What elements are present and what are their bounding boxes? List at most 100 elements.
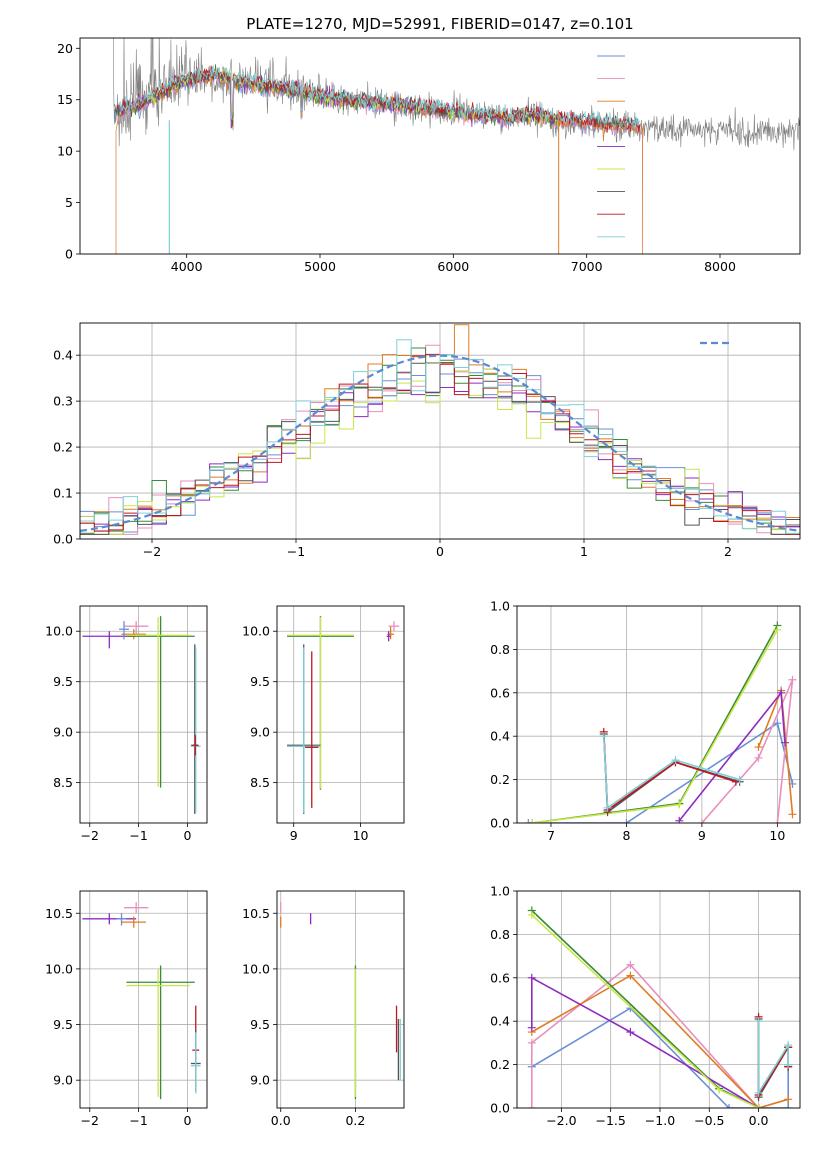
plot-area: [527, 906, 793, 1108]
series-line: [603, 731, 737, 812]
errorbar-salpeter-elodie: [386, 631, 391, 642]
y-tick-label: 0.6: [490, 685, 510, 700]
x-tick-label: −1: [287, 544, 305, 559]
errorbar-kroupa-elodie: [287, 617, 354, 789]
data-point: [603, 803, 612, 812]
series-kroupa-stelib: [599, 732, 744, 812]
data-point: [599, 732, 608, 741]
data-point: [527, 910, 536, 919]
data-point: [697, 819, 706, 823]
plot-area: [80, 324, 800, 535]
chart-massweight-vs-z: −2.0 −1.5 −1.0 −0.5 0.0 0.0 0.2 0.4 0.6 0.8 1.0: [490, 884, 801, 1128]
series-chabrier-elodie: [527, 906, 763, 1108]
axes-frame: [516, 605, 801, 824]
y-tick-label: 0.4: [490, 1014, 510, 1029]
axes-frame: [516, 890, 801, 1109]
errorbar-kroupa-elodie: [126, 968, 190, 1097]
x-tick-label: 4000: [171, 259, 203, 274]
data-point: [675, 816, 684, 823]
y-tick-label: 0.1: [53, 486, 73, 501]
legend: [597, 55, 625, 238]
errorbar-salpeter-miles: [388, 621, 400, 632]
chart-mass-vs-z: −2 −1 0 9.0 9.5 10.0 10.5: [45, 890, 208, 1128]
histogram-kroupa-stelib: [80, 339, 800, 534]
x-tick-label: 0.2: [345, 1113, 365, 1128]
series-kroupa-stelib: [754, 1017, 793, 1097]
normal-curve: [80, 354, 800, 532]
series-line: [531, 625, 779, 823]
chart-age-vs-z: −2 −1 0 8.5 9.0 9.5 10.0: [45, 605, 208, 843]
series-line: [531, 963, 760, 1108]
y-tick-label: 0.6: [490, 970, 510, 985]
data-point: [788, 810, 797, 819]
axes-frame: [79, 890, 208, 1109]
errorbar-salpeter-stelib: [192, 735, 199, 756]
series-line: [603, 736, 740, 810]
data-point: [784, 1060, 793, 1069]
x-tick-label: −1.5: [595, 1113, 625, 1128]
errorbar-salpeter-stelib: [305, 651, 319, 808]
data-point: [527, 1023, 536, 1032]
y-tick-label: 10.5: [242, 906, 270, 921]
data-point: [671, 756, 680, 765]
errorbar-kroupa-stelib: [190, 647, 201, 813]
x-tick-label: 10: [353, 828, 369, 843]
series-salpeter-miles: [697, 675, 797, 823]
series-kroupa-elodie: [527, 910, 763, 1108]
x-tick-label: 1: [580, 544, 588, 559]
data-point: [527, 1038, 536, 1047]
y-tick-label: 0.2: [490, 1057, 510, 1072]
y-tick-label: 0.8: [490, 927, 510, 942]
y-tick-label: 0.3: [53, 394, 73, 409]
y-tick-label: 10.0: [242, 961, 270, 976]
series-line: [531, 974, 789, 1108]
x-tick-label: 7: [547, 828, 555, 843]
y-tick-label: 9.5: [53, 1017, 73, 1032]
x-tick-label: −2: [81, 828, 99, 843]
errorbar-salpeter-elodie: [82, 913, 137, 925]
series-salpeter-elodie: [675, 688, 789, 823]
y-tick-label: 5: [65, 195, 73, 210]
y-tick-label: 8.5: [53, 775, 73, 790]
plot-area: [82, 616, 201, 814]
errorbar-chabrier-miles: [119, 621, 129, 640]
x-tick-label: 6000: [437, 259, 469, 274]
data-point: [754, 1088, 763, 1097]
data-point: [622, 819, 631, 823]
chart-mass-vs-ebv: 0.0 0.2 9.0 9.5 10.0 10.5: [242, 890, 405, 1128]
y-tick-label: 0.0: [490, 816, 510, 831]
data-point: [626, 1004, 635, 1013]
x-tick-label: −1.0: [645, 1113, 675, 1128]
axes-frame: [79, 37, 801, 255]
x-tick-label: 0.0: [749, 1113, 769, 1128]
axes-frame: [79, 605, 208, 824]
errorbar-kroupa-miles: [121, 916, 146, 928]
x-tick-label: −2.0: [546, 1113, 576, 1128]
plot-area: [113, 38, 800, 254]
errorbar-chabrier-elodie: [126, 616, 195, 788]
series-line: [757, 1021, 789, 1096]
y-tick-label: 9.0: [53, 1073, 73, 1088]
y-tick-label: 0.8: [490, 642, 510, 657]
y-tick-label: 1.0: [490, 884, 510, 899]
x-tick-label: 0.0: [271, 1113, 291, 1128]
data-point: [773, 719, 782, 728]
x-tick-label: −2: [143, 544, 161, 559]
x-tick-label: 8000: [704, 259, 736, 274]
y-tick-label: 9.0: [250, 1073, 270, 1088]
chart-massweight-vs-age: 7 8 9 10 0.0 0.2 0.4 0.6 0.8 1.0: [490, 599, 801, 843]
data-point: [725, 1104, 734, 1108]
y-tick-label: 15: [57, 92, 73, 107]
errorbar-kroupa-stelib: [190, 1032, 201, 1094]
series-chabrier-elodie: [528, 621, 782, 823]
data-point: [626, 960, 635, 969]
axes-frame: [79, 322, 801, 540]
series-salpeter-stelib: [754, 1012, 793, 1099]
data-point: [524, 819, 533, 823]
y-tick-label: 0.4: [490, 729, 510, 744]
data-point: [527, 973, 536, 982]
y-tick-label: 0.2: [490, 772, 510, 787]
series-line: [757, 690, 794, 815]
x-tick-label: 8: [622, 828, 630, 843]
